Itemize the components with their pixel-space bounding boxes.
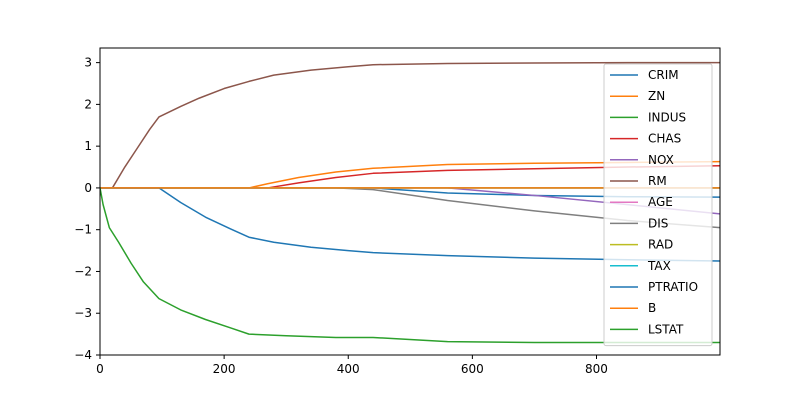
legend-label: CHAS: [648, 132, 681, 146]
legend: CRIM ZN INDUS CHAS NOX RM AGE DIS RAD TAX PTRATIO B…: [603, 63, 713, 347]
series-line-zn: [100, 160, 720, 189]
legend-item: CRIM: [610, 68, 679, 82]
legend-label: NOX: [648, 153, 674, 167]
series-line-lstat: [100, 187, 720, 344]
legend-label: CRIM: [648, 68, 679, 82]
y-tick-label: −3: [74, 306, 92, 320]
x-tick-label: 200: [213, 362, 236, 376]
legend-item: INDUS: [610, 110, 686, 124]
legend-item: ZN: [610, 89, 665, 103]
series-line-ptratio: [100, 187, 720, 262]
legend-item: LSTAT: [610, 322, 684, 336]
plot-frame: [99, 47, 721, 356]
legend-label: RM: [648, 174, 667, 188]
legend-label: ZN: [648, 89, 665, 103]
y-axis: −4 −3 −2 −1 0 1 2 3: [74, 56, 100, 362]
legend-label: B: [648, 301, 656, 315]
y-tick-label: 1: [84, 139, 92, 153]
legend-item: B: [610, 301, 656, 315]
x-tick-label: 0: [96, 362, 104, 376]
legend-label: RAD: [648, 238, 673, 252]
legend-item: AGE: [610, 195, 673, 209]
legend-label: LSTAT: [648, 322, 684, 336]
y-tick-label: −4: [74, 348, 92, 362]
legend-item: DIS: [610, 216, 668, 230]
legend-item: RM: [610, 174, 667, 188]
y-tick-label: −1: [74, 223, 92, 237]
legend-box: [603, 63, 713, 347]
series-line-rm: [100, 61, 720, 189]
legend-label: PTRATIO: [648, 280, 698, 294]
legend-item: TAX: [610, 259, 671, 273]
y-tick-label: 3: [84, 56, 92, 70]
x-axis: 0 200 400 600 800: [96, 355, 608, 376]
legend-label: TAX: [647, 259, 671, 273]
y-tick-label: −2: [74, 264, 92, 278]
legend-item: CHAS: [610, 132, 681, 146]
series-line-chas: [100, 165, 720, 189]
legend-label: AGE: [648, 195, 673, 209]
legend-item: NOX: [610, 153, 674, 167]
legend-item: PTRATIO: [610, 280, 698, 294]
y-tick-label: 0: [84, 181, 92, 195]
x-tick-label: 800: [585, 362, 608, 376]
y-tick-label: 2: [84, 97, 92, 111]
legend-label: DIS: [648, 216, 668, 230]
x-tick-label: 600: [461, 362, 484, 376]
legend-item: RAD: [610, 238, 673, 252]
x-tick-label: 400: [337, 362, 360, 376]
legend-items: CRIM ZN INDUS CHAS NOX RM AGE DIS RAD TAX PTRATIO B…: [610, 68, 698, 336]
legend-label: INDUS: [648, 110, 686, 124]
